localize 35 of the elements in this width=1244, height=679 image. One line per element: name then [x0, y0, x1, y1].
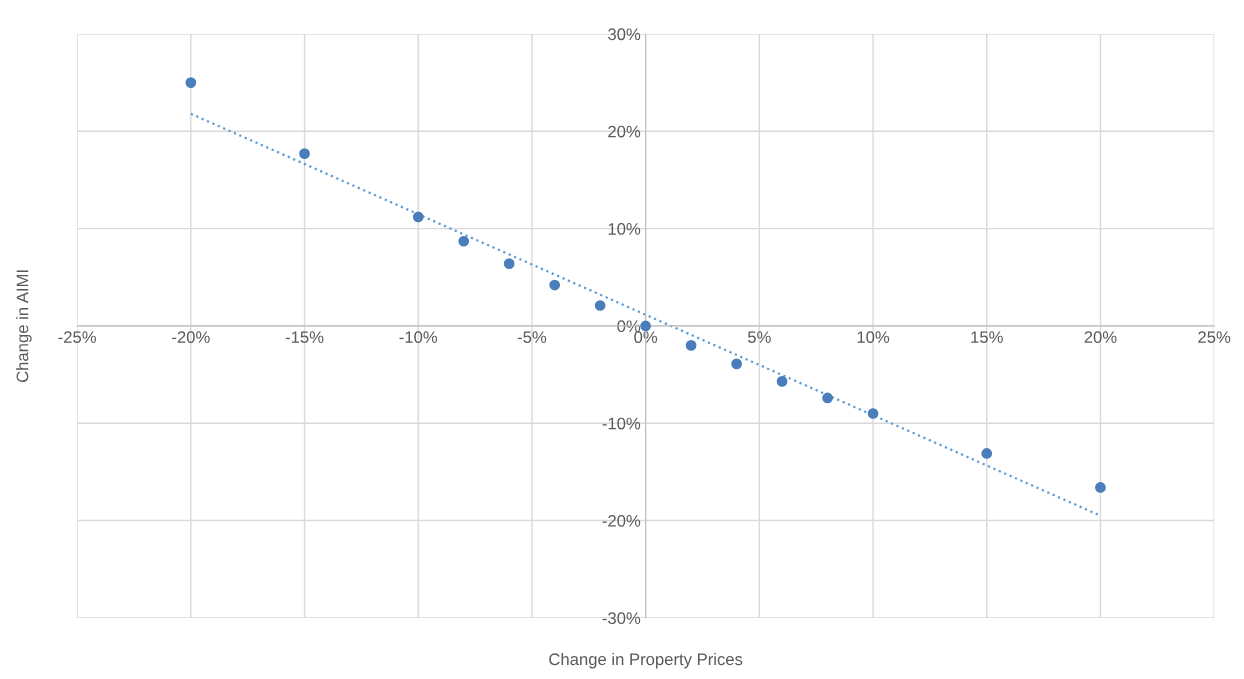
y-tick-label: -10% — [602, 417, 641, 430]
x-tick-label: 5% — [747, 331, 771, 344]
y-tick-label: 0% — [617, 320, 641, 333]
point — [867, 408, 879, 419]
x-axis-title: Change in Property Prices — [549, 652, 743, 669]
x-tick-label: -15% — [285, 331, 324, 344]
x-tick-label: 0% — [634, 331, 658, 344]
point — [185, 77, 197, 88]
x-tick-label: 15% — [971, 331, 1003, 344]
point — [731, 358, 742, 370]
point — [640, 320, 651, 332]
point — [412, 211, 424, 223]
point — [685, 340, 697, 351]
x-tick-label: -5% — [517, 331, 547, 344]
x-tick-label: 25% — [1198, 331, 1231, 344]
point — [822, 392, 833, 404]
point — [594, 300, 606, 311]
x-tick-label: 10% — [857, 331, 890, 344]
x-tick-label: -25% — [58, 331, 96, 344]
x-tick-label: 20% — [1084, 331, 1117, 344]
y-tick-label: -30% — [602, 612, 641, 625]
y-tick-label: 20% — [608, 125, 641, 138]
point — [458, 235, 470, 247]
point — [299, 148, 310, 160]
point — [981, 448, 993, 459]
y-tick-label: 30% — [608, 28, 641, 41]
y-tick-label: -20% — [602, 514, 641, 527]
point — [549, 279, 561, 291]
x-tick-label: -10% — [399, 331, 438, 344]
point — [776, 376, 788, 387]
y-axis-title: Change in AIMI — [16, 270, 32, 383]
point — [503, 258, 515, 269]
point — [1095, 482, 1106, 493]
x-tick-label: -20% — [172, 331, 210, 344]
y-tick-label: 10% — [608, 223, 641, 235]
